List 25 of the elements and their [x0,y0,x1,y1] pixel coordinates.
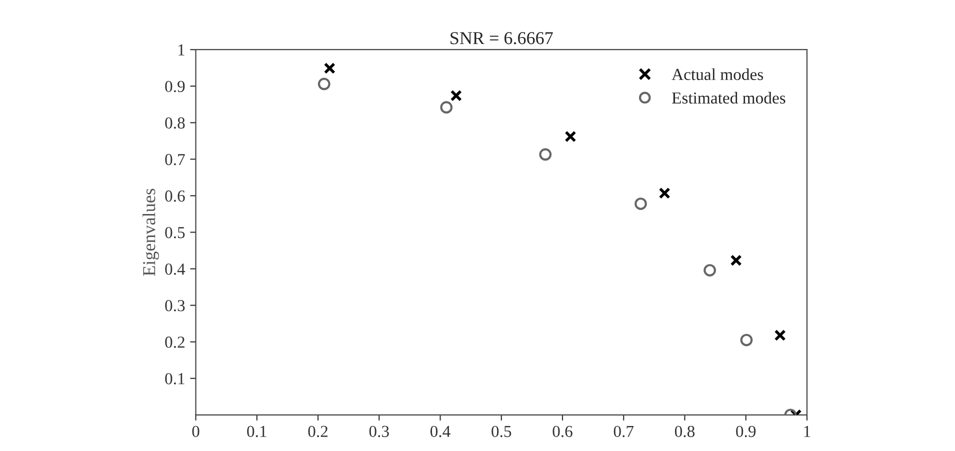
x-tick-label: 0.3 [369,426,389,438]
x-tick-label: 0.5 [492,426,512,438]
x-tick-label: 0.8 [674,426,695,438]
chart-title: SNR = 6.6667 [450,32,553,44]
x-tick-label: 0 [192,426,200,438]
y-tick-label: 1 [178,44,184,56]
x-tick-label: 0.9 [736,426,756,438]
y-tick-label: 0.2 [165,336,184,348]
x-tick-label: 0.4 [430,426,450,438]
x-tick-label: 0.6 [552,426,572,438]
y-tick-label: 0.4 [165,263,186,275]
y-tick-label: 0.1 [165,373,184,384]
y-tick-label: 0.7 [165,154,185,166]
x-tick-label: 0.1 [247,426,266,438]
y-tick-label: 0.3 [165,300,185,312]
y-axis-title: Eigenvalues [142,188,159,276]
y-tick-label: 0.5 [165,226,185,238]
x-tick-label: 1 [804,426,810,437]
legend-label: Actual modes [672,68,764,80]
y-tick-label: 0.8 [165,117,185,129]
y-tick-label: 0.6 [165,190,185,202]
y-tick-label: 0.9 [165,80,185,92]
legend-label: Estimated modes [672,92,786,104]
x-tick-label: 0.7 [614,426,634,438]
x-tick-label: 0.2 [308,426,328,438]
